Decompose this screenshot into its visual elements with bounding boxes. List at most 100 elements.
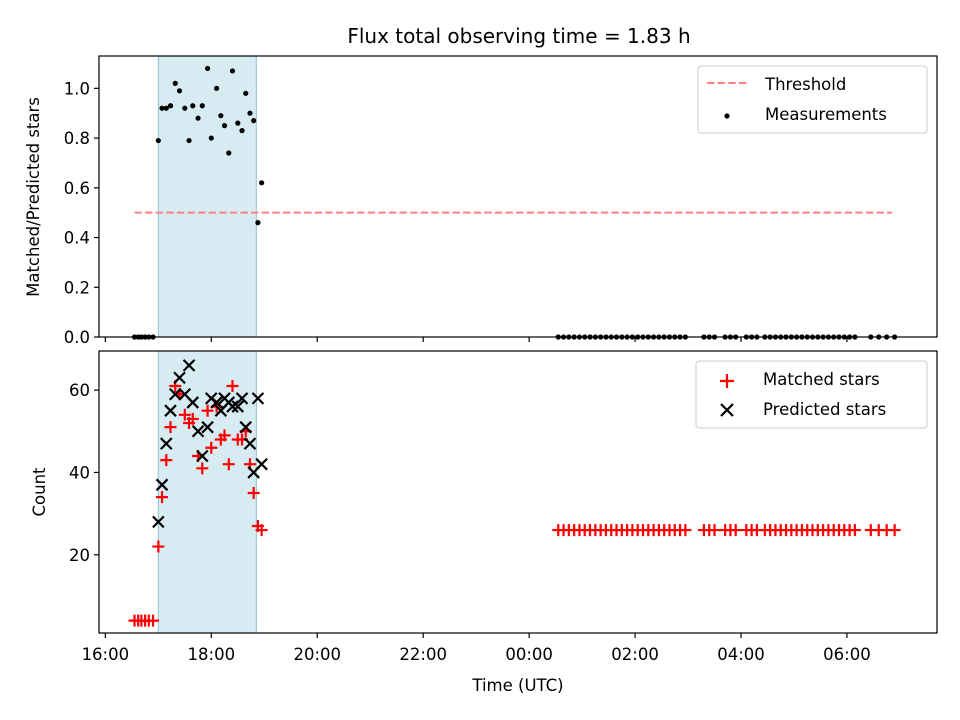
top-ytick-label: 0.8 [64, 129, 90, 148]
matched-star-point [222, 458, 235, 471]
measurement-point [186, 137, 192, 144]
predicted-star-point [159, 437, 173, 450]
top-ytick-label: 1.0 [64, 79, 90, 98]
predicted-star-point [186, 396, 200, 409]
matched-star-point [218, 429, 231, 442]
bottom-xtick-label: 06:00 [823, 645, 871, 664]
measurement-point [229, 68, 236, 74]
measurement-point [204, 65, 211, 72]
predicted-star-point [182, 359, 196, 372]
measurement-point [208, 135, 214, 141]
measurement-point [195, 115, 201, 121]
predicted-star-point [155, 478, 169, 492]
predicted-star-point [231, 400, 245, 413]
bottom-xtick-label: 00:00 [505, 645, 553, 664]
bottom-xtick-label: 16:00 [82, 645, 130, 664]
matched-star-point [679, 524, 692, 537]
measurement-point [159, 105, 165, 111]
measurement-point [255, 220, 261, 226]
legend-predicted-label: Predicted stars [763, 400, 886, 419]
top-ytick-label: 0.2 [64, 278, 90, 297]
matched-star-point [160, 454, 173, 467]
bottom-xtick-label: 02:00 [611, 645, 659, 664]
predicted-star-point [255, 457, 268, 471]
matched-star-point [152, 540, 165, 553]
legend-measurements-swatch [724, 113, 730, 119]
measurement-point [155, 137, 161, 144]
matched-star-point [201, 404, 214, 417]
measurement-point [251, 118, 257, 124]
bottom-legend-frame [695, 360, 928, 429]
top-ytick-label: 0.4 [64, 229, 90, 248]
measurement-point [199, 103, 205, 109]
bottom-xtick-label: 22:00 [399, 645, 447, 664]
predicted-star-point [164, 404, 177, 417]
bottom-panel-ticks: 20 40 60 16:00 18:00 20:00 22:00 00:00 02:00 04:0… [69, 381, 871, 664]
measurement-point [226, 150, 232, 156]
predicted-star-point [239, 420, 253, 434]
matched-star-point [255, 524, 268, 537]
legend-threshold-label: Threshold [764, 75, 846, 94]
predicted-star-point [152, 515, 165, 529]
matched-star-point [226, 379, 239, 392]
predicted-star-points [152, 359, 268, 529]
predicted-star-point [243, 437, 257, 450]
measurement-point [221, 123, 228, 129]
bottom-xtick-label: 04:00 [717, 645, 765, 664]
measurement-point [239, 128, 245, 134]
matched-star-point [196, 462, 209, 475]
bottom-panel-frame [98, 350, 938, 634]
predicted-star-point [210, 396, 223, 409]
measurement-point [259, 180, 265, 186]
measurement-point [176, 88, 183, 94]
matched-star-point [147, 614, 160, 627]
legend-matched-swatch [720, 374, 734, 388]
matched-star-point [186, 412, 199, 425]
top-panel-frame [98, 55, 938, 338]
top-panel-shaded-span [157, 55, 257, 338]
measurement-point [167, 103, 174, 109]
top-panel: 0.0 0.2 0.4 0.6 0.8 1.0 Matched/Predicted sta… [24, 55, 938, 347]
measurement-point [247, 110, 253, 116]
predicted-star-point [191, 424, 205, 438]
top-ytick-label: 0.6 [64, 179, 90, 198]
predicted-star-point [235, 392, 249, 405]
matched-star-point [848, 524, 861, 537]
matched-star-point [164, 421, 177, 434]
chart-title: Flux total observing time = 1.83 h [347, 24, 690, 48]
matched-star-point [247, 487, 260, 500]
measurement-point [163, 105, 169, 111]
matched-star-point [178, 408, 191, 421]
measurement-point [182, 105, 188, 111]
matched-star-point [156, 491, 169, 504]
predicted-star-point [251, 392, 265, 405]
predicted-star-point [169, 387, 182, 401]
legend-matched-label: Matched stars [763, 370, 880, 389]
measurement-point [235, 120, 241, 126]
matched-star-points [128, 379, 901, 627]
top-legend-frame [697, 65, 928, 134]
bottom-xtick-label: 18:00 [188, 645, 236, 664]
bottom-panel-ylabel: Count [30, 467, 49, 517]
top-panel-ylabel: Matched/Predicted stars [24, 97, 43, 297]
top-legend: Threshold Measurements [697, 65, 928, 134]
bottom-xtick-label: 20:00 [293, 645, 341, 664]
matched-star-point [888, 524, 901, 537]
bottom-panel-xlabel: Time (UTC) [471, 676, 563, 695]
predicted-star-point [201, 420, 214, 434]
measurement-point [218, 113, 224, 119]
measurement-point [172, 80, 178, 86]
legend-measurements-label: Measurements [765, 105, 887, 124]
bottom-panel: 20 40 60 16:00 18:00 20:00 22:00 00:00 02:00 04:0… [30, 350, 938, 695]
measurement-point [243, 90, 249, 96]
matched-star-point [205, 441, 218, 454]
bottom-ytick-label: 40 [69, 463, 90, 482]
bottom-ytick-label: 20 [69, 546, 90, 565]
legend-predicted-swatch [720, 403, 734, 417]
measurement-point [190, 103, 196, 109]
top-panel-ticks: 0.0 0.2 0.4 0.6 0.8 1.0 [64, 79, 848, 347]
predicted-star-point [196, 449, 209, 463]
bottom-legend: Matched stars Predicted stars [695, 360, 928, 429]
bottom-ytick-label: 60 [69, 381, 90, 400]
